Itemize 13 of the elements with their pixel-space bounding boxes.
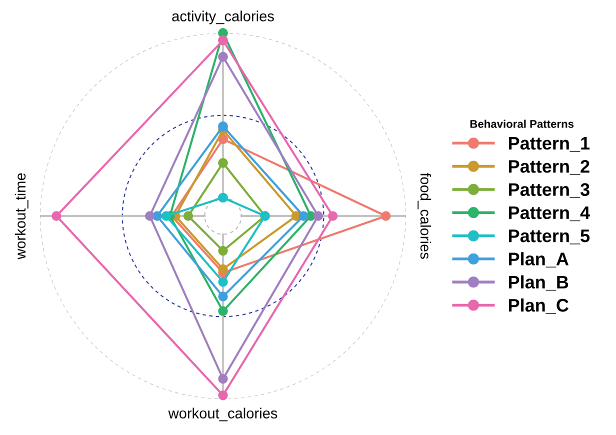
legend-label: Pattern_2 (508, 160, 590, 175)
legend-label: Plan_B (508, 275, 568, 291)
legend-title: Behavioral Patterns (470, 120, 574, 128)
spoke-label: activity_calories (172, 10, 274, 24)
legend-label: Pattern_3 (508, 183, 590, 198)
legend-label: Plan_C (508, 298, 568, 314)
legend-label: Plan_A (508, 252, 569, 268)
legend-label: Pattern_5 (508, 230, 590, 244)
spoke-label: workout_time (14, 173, 28, 260)
legend-label: Pattern_4 (508, 206, 590, 222)
spoke-label: workout_calories (168, 408, 278, 422)
legend-label: Pattern_1 (508, 137, 590, 152)
spoke-label: food_calories (418, 172, 432, 259)
